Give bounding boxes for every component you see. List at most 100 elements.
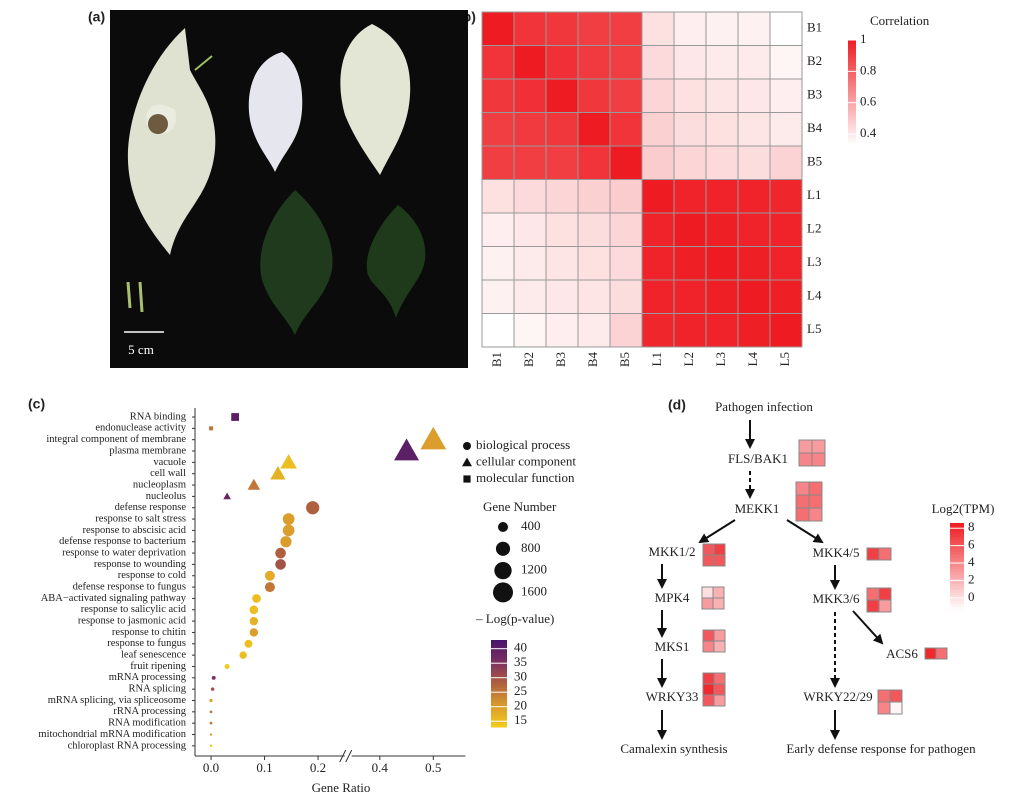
size-legend-dot — [498, 522, 508, 532]
heatmap-cell — [577, 246, 611, 281]
heatmap-cell — [609, 212, 643, 247]
tpm-cell — [811, 439, 826, 454]
colorbar-seg — [950, 531, 964, 536]
heatmap-cell — [577, 179, 611, 214]
term-label: defense response — [115, 502, 187, 513]
colorbar-seg — [491, 713, 507, 717]
heatmap-cell — [545, 246, 579, 281]
colorbar-seg — [491, 709, 507, 713]
dot — [209, 698, 213, 703]
heatmap-cell — [705, 313, 739, 348]
heatmap-cell — [705, 145, 739, 180]
heatmap-cell — [545, 313, 579, 348]
tpm-cell — [866, 587, 880, 601]
col-label: L2 — [681, 352, 696, 366]
heatmap-cell — [641, 212, 675, 247]
heatmap-cell — [577, 279, 611, 314]
colorbar-seg — [491, 683, 507, 687]
dot — [282, 524, 295, 537]
colorbar-seg — [491, 655, 507, 658]
colorbar-seg — [950, 583, 964, 588]
dot — [209, 733, 213, 736]
colorbar-seg — [491, 687, 507, 691]
square — [209, 426, 214, 431]
heatmap-cell — [609, 145, 643, 180]
colorbar-seg — [491, 663, 507, 667]
x-tick-label: 0.5 — [425, 760, 441, 775]
dot — [275, 559, 286, 570]
tpm-cell — [701, 597, 714, 610]
tpm-cell — [713, 672, 726, 685]
heatmap-cell — [769, 179, 803, 214]
colorbar-seg — [950, 566, 964, 570]
colorbar-seg — [491, 676, 507, 680]
heatmap-cell — [577, 78, 611, 113]
node-label: ACS6 — [886, 646, 918, 661]
colorbar-seg — [491, 685, 507, 689]
colorbar-seg — [950, 578, 964, 582]
colorbar-seg — [950, 549, 964, 553]
node-label: FLS/BAK1 — [728, 451, 788, 466]
tpm-cell — [702, 694, 715, 707]
node-label: MEKK1 — [735, 501, 780, 516]
colorbar-tick-label: 40 — [514, 640, 527, 655]
term-label: RNA modification — [108, 718, 187, 729]
tpm-cell — [808, 481, 823, 496]
tpm-cell — [877, 701, 891, 715]
col-label: L1 — [649, 352, 664, 366]
colorbar-seg — [950, 575, 964, 579]
heatmap-cell — [769, 78, 803, 113]
colorbar-tick-label: 0.6 — [860, 94, 877, 109]
tpm-cell — [866, 547, 880, 561]
heatmap-cell — [513, 11, 547, 46]
square — [231, 413, 240, 421]
colorbar-title: Log2(TPM) — [932, 501, 995, 516]
heatmap-cell — [705, 78, 739, 113]
dot — [239, 651, 247, 659]
term-label: leaf senescence — [121, 650, 186, 661]
term-label: integral component of membrane — [46, 434, 186, 445]
dot — [209, 744, 213, 748]
term-label: response to salicylic acid — [81, 604, 187, 615]
tpm-cell — [889, 701, 903, 715]
colorbar-seg — [491, 700, 507, 704]
heatmap-cell — [737, 212, 771, 247]
tpm-cell — [935, 647, 948, 660]
size-legend-dot — [494, 561, 512, 580]
colorbar-seg — [950, 560, 964, 565]
row-label: B1 — [807, 20, 822, 35]
heatmap-cell — [481, 112, 515, 147]
tpm-cell — [798, 439, 813, 454]
heatmap-cell — [673, 179, 707, 214]
row-label: B4 — [807, 120, 823, 135]
scale-bar-label: 5 cm — [128, 342, 154, 357]
heatmap-cell — [513, 45, 547, 80]
term-label: response to salt stress — [95, 513, 186, 524]
colorbar-seg — [491, 696, 507, 700]
heatmap-cell — [705, 279, 739, 314]
colorbar-title: Correlation — [870, 13, 930, 28]
x-tick-label: 0.2 — [310, 760, 326, 775]
heatmap-cell — [737, 112, 771, 147]
heatmap-cell — [545, 112, 579, 147]
heatmap-cell — [513, 145, 547, 180]
heatmap-cell — [609, 45, 643, 80]
heatmap-cell — [737, 313, 771, 348]
term-label: RNA binding — [130, 411, 187, 422]
tpm-cell — [878, 587, 892, 601]
tpm-cell — [702, 554, 715, 567]
node-label: MKK4/5 — [813, 545, 860, 560]
colorbar-tick-label: 0.8 — [860, 62, 876, 77]
row-label: B5 — [807, 154, 822, 169]
panel-label: (a) — [88, 9, 105, 25]
colorbar-seg — [950, 586, 964, 591]
row-label: L1 — [807, 187, 821, 202]
tpm-cell — [808, 494, 823, 509]
dot — [463, 442, 471, 450]
heatmap-cell — [673, 45, 707, 80]
colorbar-tick-label: 30 — [514, 669, 527, 684]
colorbar-tick-label: 15 — [514, 712, 527, 727]
heatmap-cell — [545, 45, 579, 80]
tpm-cell — [713, 694, 726, 707]
